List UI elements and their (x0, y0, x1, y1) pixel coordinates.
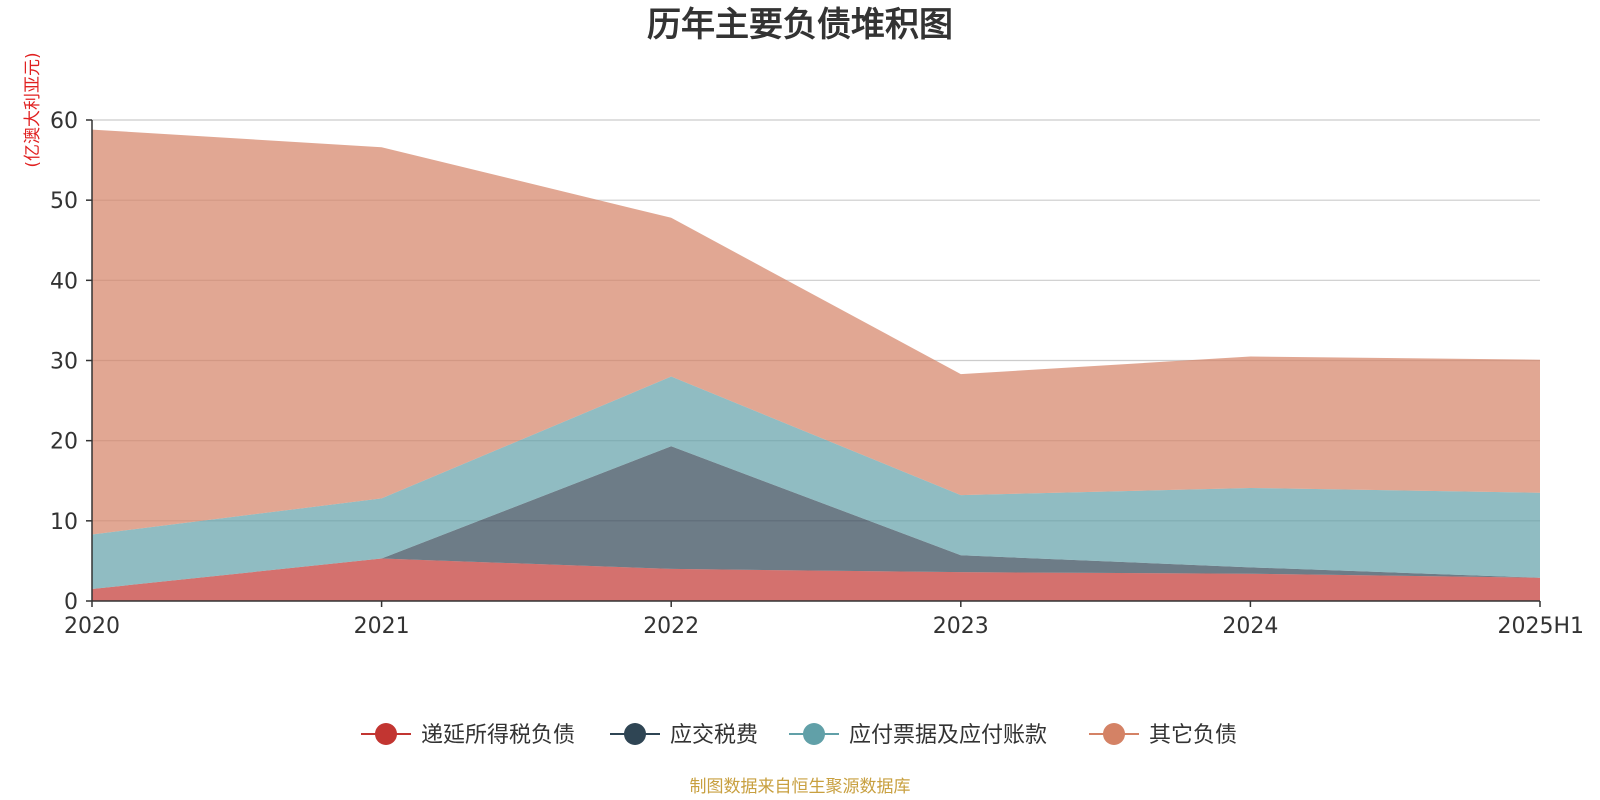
stacked-areas (92, 129, 1540, 601)
legend-item-1[interactable]: 应交税费 (610, 723, 758, 748)
legend[interactable]: 递延所得税负债 应交税费 应付票据及应付账款 其它负债 (361, 723, 1237, 748)
legend-label: 其它负债 (1149, 723, 1237, 748)
x-tick-label: 2021 (354, 614, 410, 639)
chart-title: 历年主要负债堆积图 (647, 5, 953, 45)
legend-marker-2 (803, 723, 825, 745)
y-tick-label: 0 (64, 590, 78, 615)
data-source-note: 制图数据来自恒生聚源数据库 (690, 777, 911, 797)
y-tick-label: 60 (50, 109, 78, 134)
legend-label: 递延所得税负债 (421, 723, 575, 748)
x-tick-label: 2025H1 (1497, 614, 1584, 639)
x-tick-label: 2024 (1222, 614, 1278, 639)
y-tick-label: 40 (50, 269, 78, 294)
area-series-3 (92, 129, 1540, 535)
x-tick-label: 2020 (64, 614, 120, 639)
legend-marker-3 (1103, 723, 1125, 745)
legend-item-3[interactable]: 其它负债 (1089, 723, 1237, 748)
legend-marker-1 (624, 723, 646, 745)
legend-item-0[interactable]: 递延所得税负债 (361, 723, 575, 748)
x-tick-label: 2023 (933, 614, 989, 639)
y-tick-label: 10 (50, 510, 78, 535)
area-series-1 (92, 446, 1540, 589)
y-tick-label: 50 (50, 189, 78, 214)
y-tick-label: 20 (50, 430, 78, 455)
legend-marker-0 (375, 723, 397, 745)
area-series-0 (92, 558, 1540, 601)
axes: 0 10 20 30 40 50 60 2020 2021 2022 2023 2024 2025H1 (50, 109, 1584, 639)
legend-label: 应付票据及应付账款 (849, 723, 1047, 748)
legend-item-2[interactable]: 应付票据及应付账款 (789, 723, 1047, 748)
area-series-2 (92, 376, 1540, 589)
y-tick-label: 30 (50, 350, 78, 375)
x-tick-label: 2022 (643, 614, 699, 639)
legend-label: 应交税费 (670, 723, 758, 748)
y-axis-unit-label: (亿澳大利亚元) (23, 52, 43, 167)
